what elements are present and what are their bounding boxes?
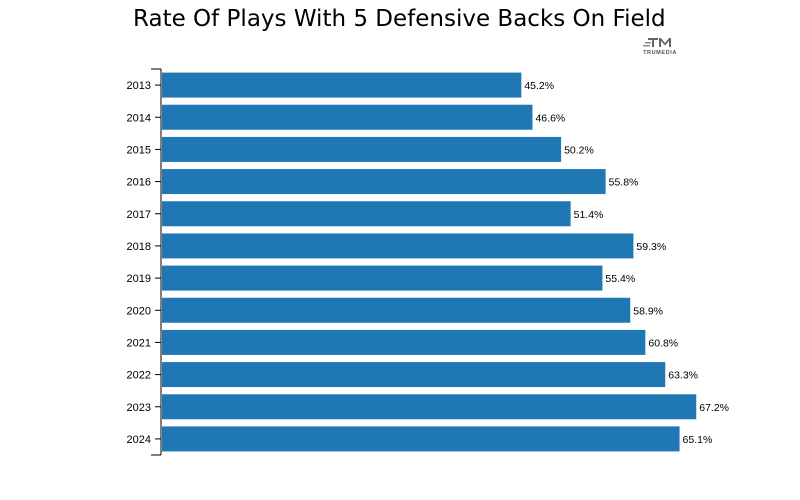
y-tick-label-2015: 2015 (127, 144, 151, 156)
bar-2020 (162, 297, 631, 323)
trumedia-logo-text: TRUMEDIA (643, 50, 677, 56)
y-tick-label-2016: 2016 (127, 177, 151, 189)
value-label-2017: 51.4% (574, 209, 604, 221)
bar-2023 (162, 394, 697, 420)
y-tick-label-2018: 2018 (127, 241, 151, 253)
value-label-2018: 59.3% (636, 241, 666, 253)
y-tick-label-2017: 2017 (127, 209, 151, 221)
bar-2019 (162, 265, 603, 291)
bar-2017 (162, 201, 571, 227)
y-tick-label-2023: 2023 (127, 402, 151, 414)
bar-2024 (162, 426, 680, 452)
value-label-2024: 65.1% (683, 434, 713, 446)
value-label-2015: 50.2% (564, 144, 594, 156)
y-tick-label-2019: 2019 (127, 273, 151, 285)
trumedia-logo-icon (643, 38, 671, 47)
value-label-2014: 46.6% (535, 112, 565, 124)
value-label-2023: 67.2% (699, 402, 729, 414)
value-label-2019: 55.4% (605, 273, 635, 285)
y-tick-label-2024: 2024 (127, 434, 151, 446)
bar-2022 (162, 362, 666, 388)
value-label-2020: 58.9% (633, 305, 663, 317)
chart-title: Rate Of Plays With 5 Defensive Backs On … (133, 6, 666, 32)
y-tick-label-2013: 2013 (127, 80, 151, 92)
bar-2014 (162, 104, 533, 130)
bar-2021 (162, 329, 646, 355)
bar-2018 (162, 233, 634, 259)
bar-2016 (162, 169, 606, 195)
y-tick-label-2021: 2021 (127, 337, 151, 349)
y-tick-label-2022: 2022 (127, 370, 151, 382)
value-label-2016: 55.8% (609, 177, 639, 189)
value-label-2013: 45.2% (524, 80, 554, 92)
trumedia-logo: TRUMEDIA (638, 37, 682, 59)
bar-2013 (162, 72, 522, 98)
y-tick-label-2020: 2020 (127, 305, 151, 317)
value-label-2021: 60.8% (648, 337, 678, 349)
bar-2015 (162, 136, 562, 162)
y-tick-label-2014: 2014 (127, 112, 151, 124)
value-label-2022: 63.3% (668, 370, 698, 382)
